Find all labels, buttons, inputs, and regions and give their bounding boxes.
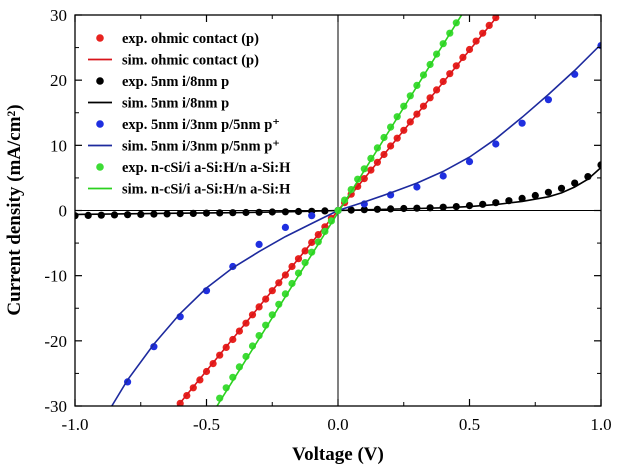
legend-item: sim. 5nm i/8nm p: [88, 96, 229, 112]
series-line: [111, 43, 601, 406]
x-tick-labels: -1.0 -0.5 0.0 0.5 1.0: [62, 415, 612, 434]
y-tick-label: 20: [50, 71, 67, 90]
data-point: [479, 200, 487, 208]
series-sim-5nm-i-8nm-p: [75, 166, 601, 216]
y-tick-label: -20: [44, 332, 67, 351]
data-point: [97, 211, 105, 219]
data-point: [124, 211, 132, 219]
legend-label: sim. 5nm i/3nm p/5nm p⁺: [122, 139, 280, 155]
legend-label: exp. n-cSi/i a-Si:H/n a-Si:H: [122, 160, 291, 176]
data-point: [439, 172, 447, 180]
data-point: [150, 343, 158, 351]
data-point: [308, 212, 316, 220]
data-point: [262, 321, 270, 329]
legend-label: sim. ohmic contact (p): [122, 53, 259, 69]
legend-item: sim. ohmic contact (p): [88, 53, 259, 69]
y-tick-label: 0: [59, 202, 68, 221]
legend-item: exp. ohmic contact (p): [96, 31, 259, 47]
legend-label: exp. ohmic contact (p): [122, 31, 259, 47]
series-exp-5nm-i-3nm-p-5nm-p: [124, 42, 601, 386]
legend: exp. ohmic contact (p) sim. ohmic contact…: [88, 31, 291, 198]
data-point: [84, 211, 92, 219]
data-point: [275, 300, 283, 308]
legend-item: exp. n-cSi/i a-Si:H/n a-Si:H: [96, 160, 291, 176]
y-tick-labels: -30 -20 -10 0 10 20 30: [44, 6, 67, 416]
data-point: [571, 179, 579, 187]
data-point: [518, 194, 526, 202]
x-tick-label: 0.0: [327, 415, 348, 434]
data-point: [531, 191, 539, 200]
legend-label: sim. 5nm i/8nm p: [122, 96, 229, 112]
data-point: [288, 279, 296, 288]
y-tick-label: 30: [50, 6, 67, 25]
data-point: [544, 96, 553, 104]
legend-item: exp. 5nm i/8nm p: [96, 74, 229, 90]
data-point: [255, 240, 263, 248]
data-point: [544, 188, 553, 196]
x-tick-label: -1.0: [62, 415, 89, 434]
legend-label: exp. 5nm i/8nm p: [122, 74, 229, 90]
data-point: [465, 158, 474, 166]
axis-ticks: [74, 14, 602, 407]
y-axis-title: Current density (mA/cm²): [4, 104, 25, 315]
data-point: [268, 311, 276, 319]
legend-item: exp. 5nm i/3nm p/5nm p⁺: [96, 117, 280, 133]
y-tick-label: -10: [44, 267, 67, 286]
legend-item: sim. n-cSi/i a-Si:H/n a-Si:H: [88, 182, 291, 198]
data-point: [294, 269, 303, 277]
x-axis-title: Voltage (V): [292, 444, 384, 465]
legend-label: sim. n-cSi/i a-Si:H/n a-Si:H: [122, 182, 291, 198]
data-point: [281, 223, 289, 231]
series-sim-5nm-i-3nm-p-5nm-p: [111, 43, 601, 406]
y-tick-label: -30: [44, 397, 67, 416]
data-point: [492, 140, 500, 148]
legend-label: exp. 5nm i/3nm p/5nm p⁺: [122, 117, 280, 133]
data-point: [110, 211, 119, 219]
legend-marker-swatch: [96, 120, 104, 128]
series-sim-n-csi-i-a-si-h-n-a-si-h: [216, 15, 463, 406]
x-tick-label: -0.5: [193, 415, 220, 434]
series-line: [75, 166, 601, 216]
y-tick-label: 10: [50, 136, 67, 155]
legend-marker-swatch: [96, 163, 104, 171]
x-tick-label: 0.5: [459, 415, 480, 434]
legend-marker-swatch: [96, 34, 104, 42]
data-point: [518, 119, 526, 127]
series-layer: [75, 15, 601, 406]
data-point: [413, 183, 421, 191]
data-point: [597, 161, 601, 169]
data-point: [242, 352, 250, 361]
x-tick-label: 1.0: [590, 415, 611, 434]
legend-marker-swatch: [96, 77, 104, 85]
data-point: [557, 184, 566, 192]
data-point: [465, 202, 474, 210]
legend-item: sim. 5nm i/3nm p/5nm p⁺: [88, 139, 280, 155]
data-point: [255, 332, 263, 340]
data-point: [281, 290, 289, 298]
series-line: [216, 15, 463, 406]
